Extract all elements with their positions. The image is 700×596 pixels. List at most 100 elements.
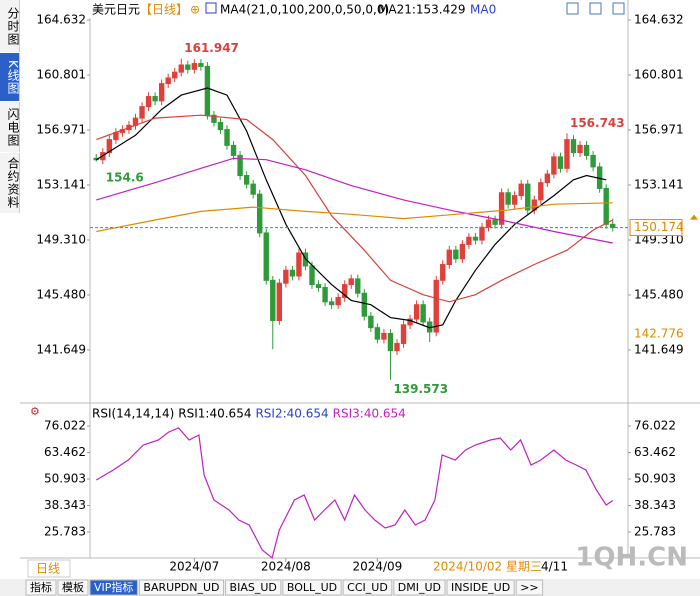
toolbar-tab-bg[interactable] — [446, 579, 515, 596]
y-tick-label: 156.971 — [36, 122, 86, 136]
toolbar-tab[interactable]: INSIDE_UD — [451, 581, 510, 594]
candle-body — [361, 292, 368, 317]
ma-icon[interactable] — [205, 2, 217, 14]
toolbar-tab-bg[interactable] — [225, 579, 282, 596]
y-tick-label: 25.783 — [634, 524, 676, 538]
ma21-value: MA21:153.429 — [378, 3, 466, 17]
toolbar-tab-bg[interactable] — [89, 579, 138, 596]
y-tick-label: 153.141 — [634, 177, 684, 191]
candle-body — [368, 315, 374, 329]
candle-body — [433, 279, 439, 333]
toolbar-tab[interactable]: VIP指标 — [94, 580, 133, 594]
marker-label: 142.776 — [634, 326, 684, 340]
candle-body — [551, 156, 557, 175]
candle-body — [498, 192, 505, 225]
candle-body — [191, 63, 198, 70]
toolbar-tab-bg[interactable] — [393, 579, 446, 596]
toolbar-tab[interactable]: 模板 — [62, 580, 84, 594]
candle-body — [413, 304, 420, 320]
candle-body — [505, 192, 511, 205]
toolbar-tab-bg[interactable] — [515, 579, 544, 596]
candle-body — [145, 96, 152, 108]
candle-body — [211, 114, 217, 123]
extreme-label: 156.743 — [570, 116, 625, 130]
candle-body — [394, 342, 400, 352]
ma0: MA0 — [470, 3, 496, 17]
candle-body — [348, 278, 354, 286]
candle-body — [270, 279, 276, 321]
toolbar-tab[interactable]: 指标 — [30, 580, 52, 594]
candle-body — [289, 269, 296, 277]
y-tick-label: 76.022 — [44, 419, 86, 433]
candle-body — [590, 154, 596, 168]
icon[interactable] — [589, 2, 602, 15]
watermark: 1QH.CN — [575, 543, 688, 573]
candle-body — [315, 284, 322, 288]
toolbar-tab-bg[interactable] — [138, 579, 225, 596]
period-label[interactable]: 日线 — [36, 562, 60, 576]
candle-body — [603, 187, 609, 225]
toolbar-tab[interactable]: BOLL_UD — [287, 581, 337, 594]
toolbar-tab-bg[interactable] — [342, 579, 393, 596]
tab-kline[interactable]: K线图 — [0, 53, 20, 101]
candle-body — [263, 232, 269, 281]
candle-body — [152, 96, 158, 102]
y-tick-label: 50.903 — [634, 472, 676, 486]
candle-body — [296, 252, 302, 277]
candle-body — [564, 139, 570, 169]
icon[interactable] — [566, 2, 579, 15]
date-tail: 4/11 — [541, 560, 568, 574]
extreme-label: 161.947 — [184, 41, 239, 55]
add-icon[interactable]: ⊕ — [190, 3, 200, 17]
y-tick-label: 149.310 — [36, 232, 86, 246]
candle-body — [204, 65, 211, 116]
toolbar-tab[interactable]: DMI_UD — [398, 581, 441, 594]
candle-body — [479, 226, 485, 241]
icon[interactable] — [612, 2, 625, 15]
y-tick-label: 50.903 — [44, 472, 86, 486]
candle-body — [250, 183, 256, 195]
candle-body — [485, 219, 492, 228]
indicator-line — [95, 427, 614, 560]
period: 【日线】 — [140, 3, 188, 17]
y-tick-label: 145.480 — [36, 287, 86, 301]
period-box[interactable] — [27, 559, 71, 578]
candle-body — [511, 195, 518, 205]
extreme-label: 154.6 — [106, 171, 144, 185]
toolbar-tab-bg[interactable] — [282, 579, 342, 596]
y-tick-label: 63.462 — [634, 445, 676, 459]
y-tick-label: 63.462 — [44, 445, 86, 459]
candle-body — [335, 297, 341, 306]
legend-entry: RSI(14,14,14) — [92, 407, 174, 421]
indicator-line — [96, 114, 613, 303]
candle-body — [355, 278, 361, 294]
marker-bg — [630, 326, 690, 341]
candle-body — [185, 64, 191, 70]
toolbar-tab[interactable]: BIAS_UD — [230, 581, 277, 594]
y-tick-label: 164.632 — [634, 13, 684, 27]
crosshair-date: 2024/10/02 星期三 — [433, 560, 542, 574]
toolbar-tab[interactable]: CCI_UD — [347, 581, 388, 594]
candle-body — [165, 77, 171, 85]
toolbar-tab[interactable]: >> — [520, 581, 538, 594]
candle-body — [570, 139, 577, 154]
candle-body — [139, 106, 145, 119]
candle-body — [322, 286, 328, 303]
candle-body — [544, 173, 551, 184]
toolbar-tab[interactable]: BARUPDN_UD — [143, 581, 219, 594]
last-price-label: 150.174 — [634, 220, 684, 234]
toolbar-tab-bg[interactable] — [57, 579, 89, 596]
candle-body — [420, 304, 426, 323]
y-tick-label: 156.971 — [634, 122, 684, 136]
symbol: 美元日元 — [92, 3, 140, 17]
tab-timeshare[interactable]: 分时图 — [0, 0, 20, 52]
indicator-line — [96, 157, 613, 244]
toolbar-tab-bg[interactable] — [25, 579, 57, 596]
tab-contract[interactable]: 合约资料 — [0, 153, 20, 213]
candle-body — [276, 282, 283, 321]
tab-flash[interactable]: 闪电图 — [0, 102, 20, 152]
rsi-icon[interactable]: ⚙ — [30, 405, 40, 418]
legend-entry: RSI2:40.654 — [255, 407, 328, 421]
